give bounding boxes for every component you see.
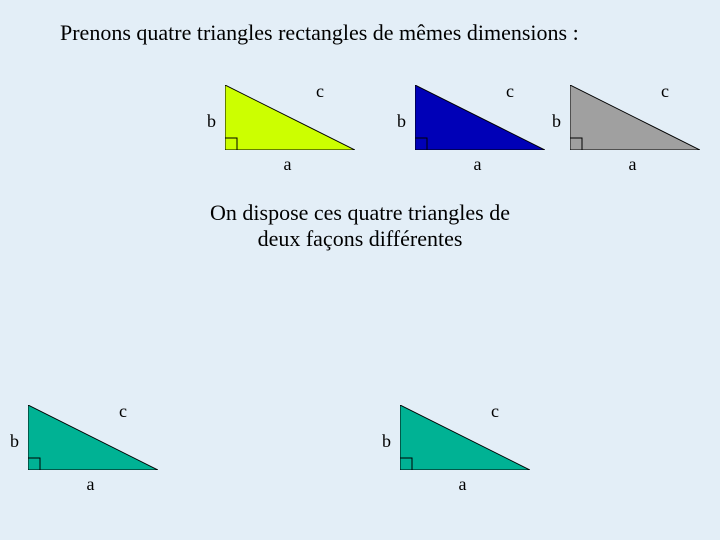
label-b: b: [207, 111, 216, 132]
midtext-line1: On dispose ces quatre triangles de: [0, 200, 720, 226]
triangle-t3: bca: [570, 85, 700, 150]
triangle-shape: [225, 85, 355, 150]
triangle-shape: [400, 405, 530, 470]
label-c: c: [119, 401, 127, 422]
triangle-shape: [570, 85, 700, 150]
label-c: c: [506, 81, 514, 102]
label-c: c: [661, 81, 669, 102]
triangle-t2: bca: [415, 85, 545, 150]
page-title: Prenons quatre triangles rectangles de m…: [60, 20, 579, 46]
triangle-shape: [415, 85, 545, 150]
triangle-t5: bca: [400, 405, 530, 470]
label-b: b: [382, 431, 391, 452]
label-b: b: [552, 111, 561, 132]
label-a: a: [629, 154, 637, 175]
label-a: a: [474, 154, 482, 175]
label-a: a: [284, 154, 292, 175]
label-b: b: [397, 111, 406, 132]
midtext-line2: deux façons différentes: [0, 226, 720, 252]
triangle-shape: [28, 405, 158, 470]
triangle-t1: bca: [225, 85, 355, 150]
triangle-t4: bca: [28, 405, 158, 470]
label-a: a: [459, 474, 467, 495]
label-c: c: [316, 81, 324, 102]
label-b: b: [10, 431, 19, 452]
label-a: a: [87, 474, 95, 495]
label-c: c: [491, 401, 499, 422]
